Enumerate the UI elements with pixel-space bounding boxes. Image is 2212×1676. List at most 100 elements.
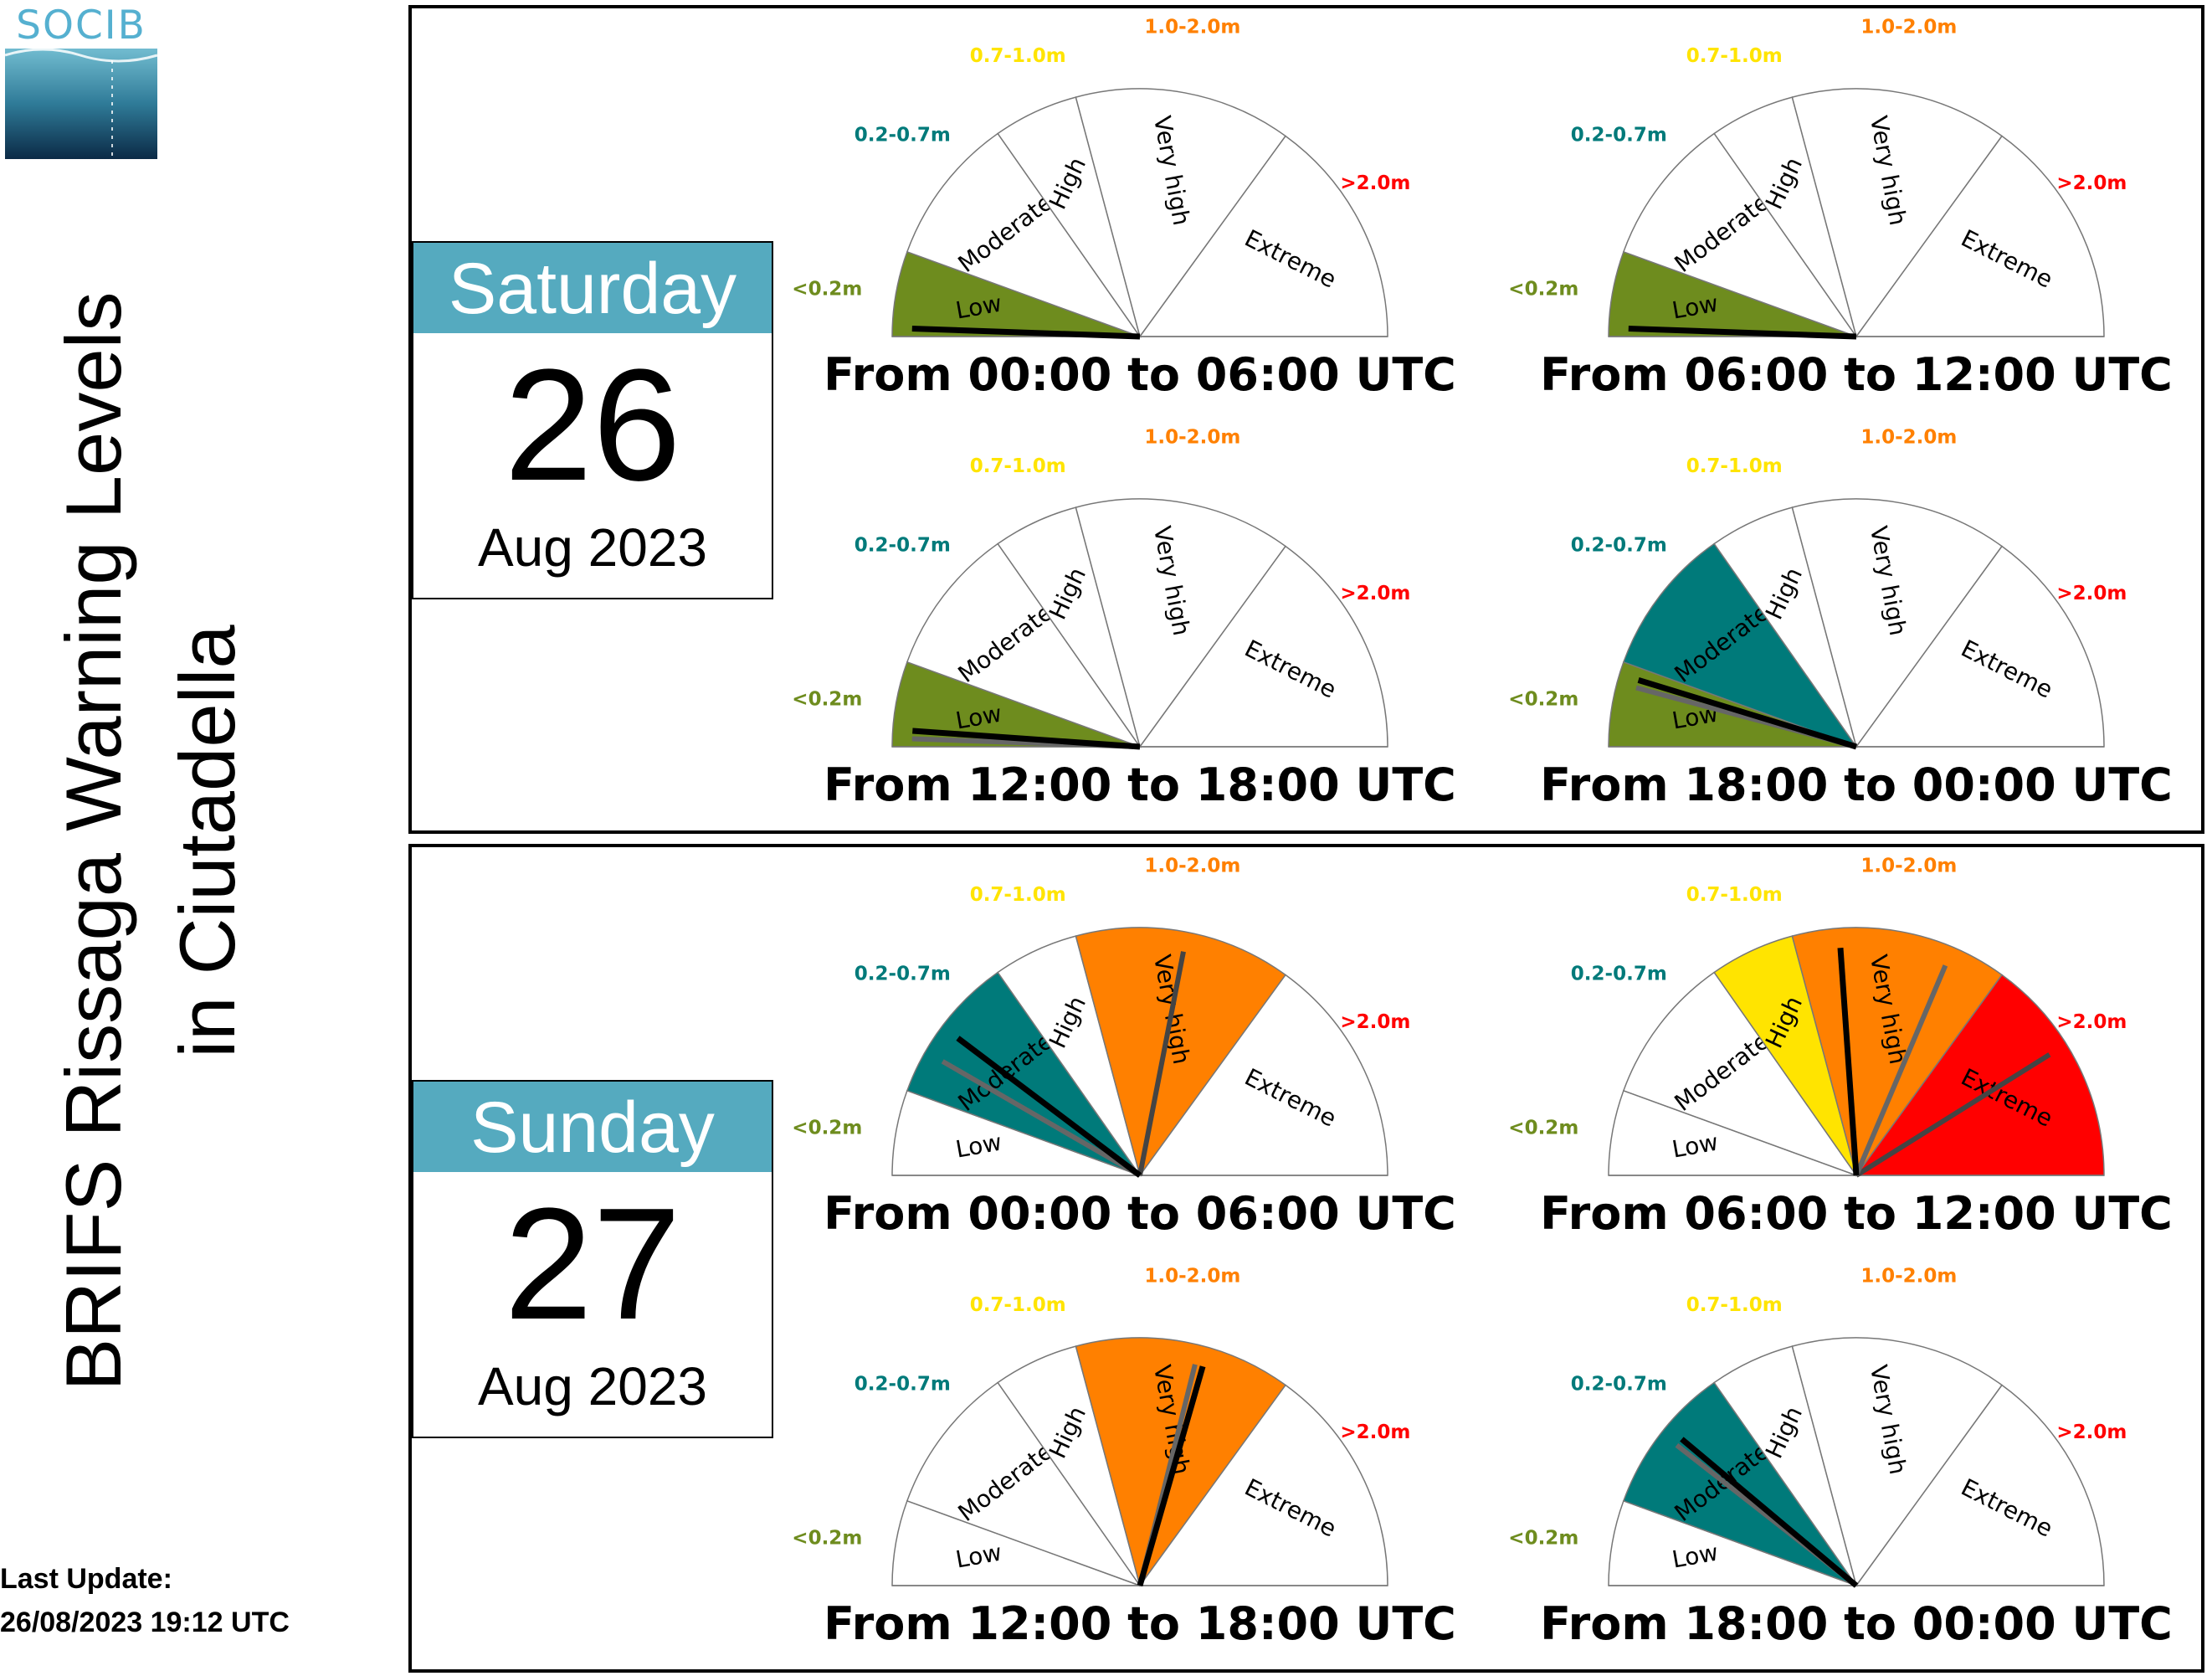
gauge-needle — [956, 1036, 1142, 1178]
gauge-sector-moderate — [906, 971, 1142, 1177]
gauge-range-label: 1.0-2.0m — [1144, 1265, 1240, 1287]
gauge-range-label: 0.2-0.7m — [855, 125, 951, 147]
gauge-range-label: 0.7-1.0m — [970, 45, 1066, 67]
gauge-period-label: From 00:00 to 06:00 UTC — [824, 1187, 1456, 1240]
gauge-sector-very-high — [1791, 1337, 2004, 1587]
gauge: Low<0.2mModerate0.2-0.7mHigh0.7-1.0mVery… — [792, 426, 1456, 811]
gauge-period-label: From 12:00 to 18:00 UTC — [824, 758, 1456, 811]
gauge-needle — [1837, 948, 1860, 1176]
gauge-sector-moderate — [1622, 971, 1858, 1177]
gauge-period-label: From 06:00 to 12:00 UTC — [1540, 1187, 2173, 1240]
gauge-range-label: 1.0-2.0m — [1860, 16, 1957, 38]
gauge-range-label: >2.0m — [2056, 1422, 2127, 1443]
gauge-range-label: 0.2-0.7m — [1571, 125, 1667, 147]
gauge-needle — [1628, 326, 1857, 340]
gauge-needle — [911, 326, 1141, 340]
date-month-year: Aug 2023 — [477, 517, 708, 578]
date-day: 26 — [504, 337, 681, 514]
gauge-period-label: From 00:00 to 06:00 UTC — [824, 348, 1456, 401]
gauge-range-label: <0.2m — [792, 688, 862, 710]
gauge-needle — [1637, 677, 1858, 750]
gauge-sector-very-high — [1791, 498, 2004, 748]
gauge-range-label: 0.7-1.0m — [1686, 45, 1783, 67]
date-month-year: Aug 2023 — [477, 1356, 708, 1416]
gauge-sector-extreme — [1138, 545, 1388, 748]
date-body: 26 Aug 2023 — [412, 333, 773, 599]
socib-logo[interactable]: SOCIB — [5, 5, 157, 159]
gauge-group: Low<0.2mModerate0.2-0.7mHigh0.7-1.0mVery… — [792, 16, 2173, 811]
gauge-range-label: 0.7-1.0m — [1686, 455, 1783, 477]
gauge-needle — [912, 727, 1141, 750]
gauge-range-label: <0.2m — [792, 1527, 862, 1549]
gauge-sector-extreme — [1855, 135, 2105, 337]
gauge: Low<0.2mModerate0.2-0.7mHigh0.7-1.0mVery… — [792, 16, 1456, 401]
date-body: 27 Aug 2023 — [412, 1172, 773, 1438]
gauge: Low<0.2mModerate0.2-0.7mHigh0.7-1.0mVery… — [1508, 426, 2173, 811]
gauge-sector-very-high — [1791, 88, 2004, 338]
gauge-range-label: >2.0m — [1340, 583, 1410, 604]
gauge: Low<0.2mModerate0.2-0.7mHigh0.7-1.0mVery… — [1508, 1265, 2173, 1650]
gauge-needle — [941, 1059, 1142, 1178]
gauge-period-label: From 18:00 to 00:00 UTC — [1540, 758, 2173, 811]
gauge-sector-extreme — [1138, 1384, 1388, 1586]
gauge-sector-moderate — [906, 132, 1142, 338]
gauge-range-label: <0.2m — [792, 1117, 862, 1139]
gauge-range-label: 1.0-2.0m — [1860, 855, 1957, 877]
gauge-needle — [1137, 1365, 1206, 1586]
gauge: Low<0.2mModerate0.2-0.7mHigh0.7-1.0mVery… — [792, 1265, 1456, 1650]
gauge-sector-very-high — [1075, 927, 1287, 1177]
date-weekday: Saturday — [412, 241, 773, 337]
gauge-range-label: <0.2m — [1508, 1527, 1578, 1549]
gauge-sector-extreme — [1855, 545, 2105, 748]
gauge-range-label: 0.7-1.0m — [970, 884, 1066, 906]
logo-text: SOCIB — [16, 3, 146, 49]
gauge-range-label: 1.0-2.0m — [1144, 426, 1240, 448]
gauge-range-label: 0.2-0.7m — [855, 964, 951, 985]
gauge-sector-extreme — [1855, 1384, 2105, 1586]
gauge-range-label: >2.0m — [1340, 172, 1410, 194]
gauge-range-label: 0.2-0.7m — [1571, 535, 1667, 557]
gauge-range-label: 0.2-0.7m — [1571, 964, 1667, 985]
gauge-sector-extreme — [1138, 135, 1388, 337]
gauge-sector-very-high — [1075, 88, 1287, 338]
gauge-range-label: 0.7-1.0m — [970, 1294, 1066, 1316]
last-update-value: 26/08/2023 19:12 UTC — [0, 1607, 290, 1638]
gauge-range-label: <0.2m — [792, 278, 862, 300]
gauge-range-label: 1.0-2.0m — [1860, 1265, 1957, 1287]
gauge-sector-extreme — [1138, 974, 1388, 1176]
last-update: Last Update: 26/08/2023 19:12 UTC — [0, 1557, 290, 1644]
date-weekday: Sunday — [412, 1080, 773, 1175]
day-panel-sunday: Sunday 27 Aug 2023 Low<0.2mModerate0.2-0… — [408, 844, 2204, 1673]
gauge: Low<0.2mModerate0.2-0.7mHigh0.7-1.0mVery… — [1508, 855, 2173, 1240]
gauge-sector-extreme — [1855, 974, 2105, 1176]
gauge-period-label: From 06:00 to 12:00 UTC — [1540, 348, 2173, 401]
gauge-range-label: <0.2m — [1508, 688, 1578, 710]
gauge-range-label: 0.7-1.0m — [970, 455, 1066, 477]
gauge-range-label: 1.0-2.0m — [1860, 426, 1957, 448]
gauge-range-label: 1.0-2.0m — [1144, 855, 1240, 877]
gauge-range-label: >2.0m — [2056, 583, 2127, 604]
gauge-range-label: 0.2-0.7m — [855, 535, 951, 557]
gauge-range-label: >2.0m — [1340, 1422, 1410, 1443]
gauge-needle — [1680, 1437, 1859, 1588]
page-title: BRIFS Rissaga Warning Levels in Ciutadel… — [8, 243, 293, 1440]
gauge: Low<0.2mModerate0.2-0.7mHigh0.7-1.0mVery… — [1508, 16, 2173, 401]
gauge-group: Low<0.2mModerate0.2-0.7mHigh0.7-1.0mVery… — [792, 855, 2173, 1650]
gauge-range-label: 1.0-2.0m — [1144, 16, 1240, 38]
gauge: Low<0.2mModerate0.2-0.7mHigh0.7-1.0mVery… — [792, 855, 1456, 1240]
socib-logo-icon — [5, 49, 157, 159]
gauge-sector-very-high — [1075, 1337, 1287, 1587]
gauge-range-label: >2.0m — [2056, 1011, 2127, 1033]
gauge-needle — [1854, 964, 1948, 1177]
gauge-period-label: From 12:00 to 18:00 UTC — [824, 1597, 1456, 1650]
gauge-needle — [1855, 1052, 2051, 1178]
gauge-range-label: 0.2-0.7m — [1571, 1374, 1667, 1396]
gauge-range-label: >2.0m — [2056, 172, 2127, 194]
gauge-range-label: <0.2m — [1508, 1117, 1578, 1139]
gauge-sector-moderate — [906, 542, 1142, 748]
gauge-range-label: 0.2-0.7m — [855, 1374, 951, 1396]
date-box: Sunday 27 Aug 2023 — [412, 1080, 773, 1447]
last-update-label: Last Update: — [0, 1563, 172, 1595]
title-line-1: BRIFS Rissaga Warning Levels — [49, 291, 137, 1391]
gauge-range-label: >2.0m — [1340, 1011, 1410, 1033]
